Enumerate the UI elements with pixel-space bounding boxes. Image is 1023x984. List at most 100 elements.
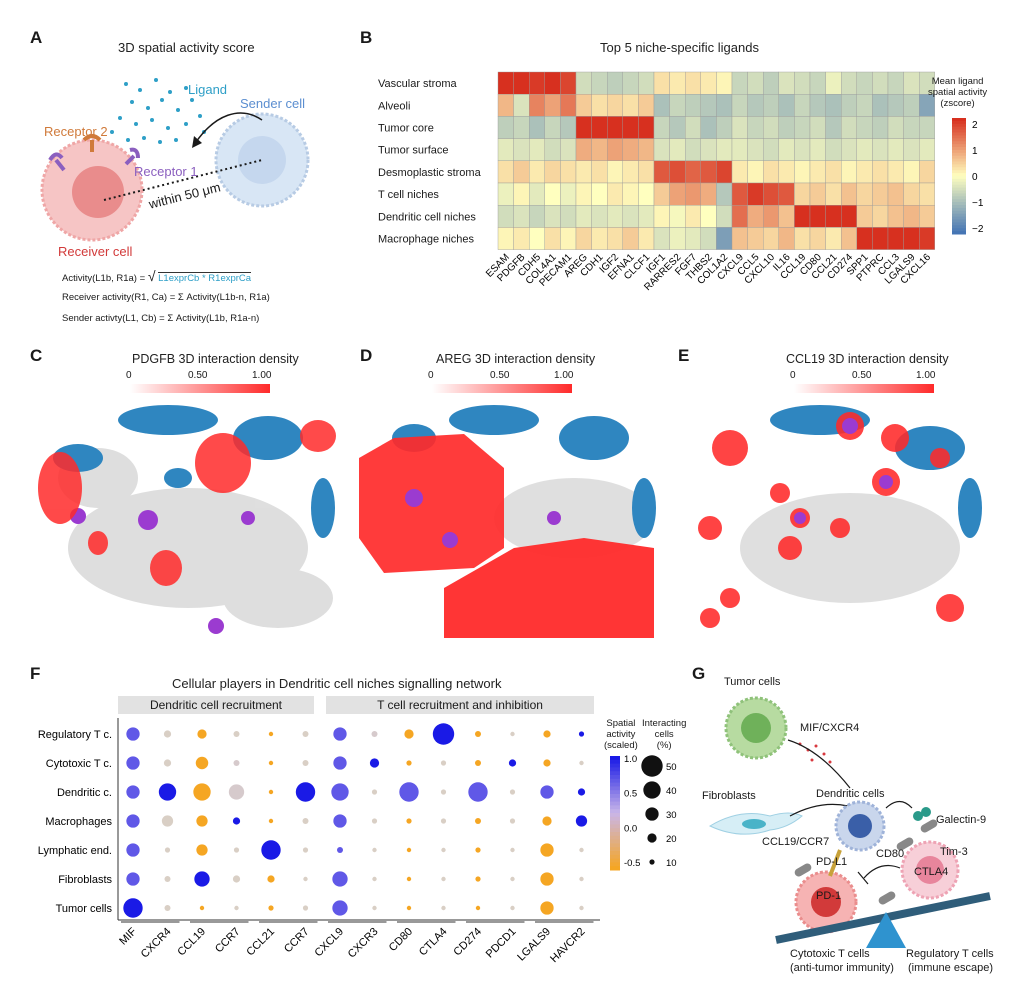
dotplot-dot bbox=[508, 759, 517, 767]
heatmap-cell bbox=[747, 138, 764, 162]
color-legend-segment bbox=[610, 763, 620, 768]
dotplot-dot bbox=[579, 905, 584, 911]
dotplot-dot bbox=[126, 843, 140, 857]
heatmap-cell bbox=[872, 227, 889, 250]
heatmap-cell bbox=[638, 138, 655, 162]
heatmap-cell bbox=[591, 138, 608, 162]
heatmap-cell bbox=[747, 71, 764, 95]
dotplot-row-label: Tumor cells bbox=[56, 903, 113, 915]
size-legend-title-1: Interacting bbox=[642, 718, 687, 729]
panel-c-tick-1: 0.50 bbox=[188, 370, 208, 381]
panel-a-title: 3D spatial activity score bbox=[118, 40, 255, 55]
heatmap-cell bbox=[919, 138, 936, 162]
color-legend-segment bbox=[610, 839, 620, 844]
heatmap-cell bbox=[669, 71, 686, 95]
heatmap-cell bbox=[544, 71, 561, 95]
receiver-cell bbox=[40, 138, 144, 242]
color-legend-segment bbox=[610, 835, 620, 841]
dotplot-dot bbox=[441, 905, 446, 911]
dotplot-dot bbox=[475, 905, 481, 911]
heatmap-cell bbox=[841, 93, 858, 117]
heatmap-cell bbox=[872, 182, 889, 206]
colorbar-segment bbox=[952, 210, 966, 215]
heatmap-cell bbox=[622, 182, 639, 206]
heatmap-cell bbox=[809, 182, 826, 206]
dotplot-dot bbox=[126, 814, 140, 828]
colorbar-segment bbox=[952, 173, 966, 177]
panel-d-tick-1: 0.50 bbox=[490, 370, 510, 381]
ccl19-arrow bbox=[789, 803, 849, 817]
heatmap-cell bbox=[638, 160, 655, 184]
heatmap-cell bbox=[575, 182, 592, 206]
heatmap-cell bbox=[575, 160, 592, 184]
heatmap-cell bbox=[887, 204, 904, 228]
heatmap-legend-title: Mean ligand spatial activity (zscore) bbox=[928, 76, 987, 109]
colorbar-segment bbox=[952, 155, 966, 160]
heatmap-cell bbox=[497, 227, 514, 250]
color-legend-segment bbox=[610, 759, 620, 765]
ccl19-density-map bbox=[690, 398, 990, 638]
heatmap-cell bbox=[856, 116, 873, 139]
heatmap-row-label: Alveoli bbox=[378, 100, 410, 112]
dotplot-dot bbox=[540, 785, 554, 799]
heatmap-cell bbox=[591, 93, 608, 117]
dotplot-dot bbox=[510, 731, 515, 737]
panel-c-label: C bbox=[30, 346, 43, 365]
dotplot-dot bbox=[232, 875, 241, 883]
ligand-arrow bbox=[195, 112, 263, 143]
heatmap-cell bbox=[560, 227, 577, 250]
dotplot-dot bbox=[332, 900, 348, 916]
heatmap-row-label: Tumor surface bbox=[378, 145, 449, 157]
galectin-glyph bbox=[913, 807, 931, 821]
heatmap-cell bbox=[731, 204, 748, 228]
panel-e: E CCL19 3D interaction density 0 0.50 1.… bbox=[670, 340, 1023, 640]
color-legend-segment bbox=[610, 790, 620, 795]
dotplot-dot bbox=[302, 847, 309, 853]
heatmap-cell bbox=[887, 160, 904, 184]
heatmap-cell bbox=[528, 204, 545, 228]
dotplot-dot bbox=[543, 759, 551, 767]
fibroblast-glyph bbox=[708, 812, 803, 835]
fibroblasts-label: Fibroblasts bbox=[702, 790, 756, 802]
heatmap-cell bbox=[544, 116, 561, 139]
heatmap-cell bbox=[622, 93, 639, 117]
dotplot-dot bbox=[228, 784, 245, 800]
heatmap-cell bbox=[825, 71, 842, 95]
colorbar-tick-label: 0 bbox=[972, 172, 978, 183]
colorbar-segment bbox=[952, 126, 966, 131]
dotplot-dot bbox=[579, 760, 584, 766]
heatmap-cell bbox=[669, 204, 686, 228]
heatmap-cell bbox=[887, 71, 904, 95]
colorbar-segment bbox=[952, 176, 966, 180]
heatmap-cell bbox=[606, 160, 623, 184]
dotplot-dot bbox=[163, 759, 172, 767]
colorbar-tick-label: 1 bbox=[972, 146, 978, 157]
pdgfb-density-map bbox=[38, 398, 338, 638]
heatmap-cell bbox=[591, 160, 608, 184]
heatmap-row-label: Vascular stroma bbox=[378, 78, 458, 90]
dotplot-dot bbox=[432, 723, 455, 745]
heatmap-cell bbox=[653, 71, 670, 95]
dotplot-dot bbox=[474, 730, 482, 738]
heatmap-cell bbox=[794, 204, 811, 228]
heatmap-cell bbox=[763, 182, 780, 206]
colorbar-segment bbox=[952, 202, 966, 206]
heatmap-cell bbox=[872, 93, 889, 117]
heatmap-cell bbox=[638, 182, 655, 206]
colorbar-segment bbox=[952, 132, 966, 136]
heatmap-cell bbox=[856, 160, 873, 184]
tumor-cell-glyph bbox=[724, 696, 788, 760]
size-legend-title-3: (%) bbox=[656, 740, 672, 751]
panel-c-colorbar bbox=[130, 384, 270, 393]
dotplot-dot bbox=[303, 876, 308, 882]
dotplot-col-label: CD274 bbox=[451, 926, 484, 959]
heatmap-cell bbox=[872, 116, 889, 139]
colorbar-segment bbox=[952, 158, 966, 162]
heatmap-cell bbox=[747, 204, 764, 228]
dotplot-dot bbox=[542, 816, 552, 826]
galectin-arrow bbox=[885, 800, 913, 809]
heatmap-cell bbox=[872, 160, 889, 184]
heatmap-cell bbox=[809, 116, 826, 139]
heatmap-cell bbox=[685, 227, 702, 250]
dotplot-dot bbox=[579, 847, 584, 853]
